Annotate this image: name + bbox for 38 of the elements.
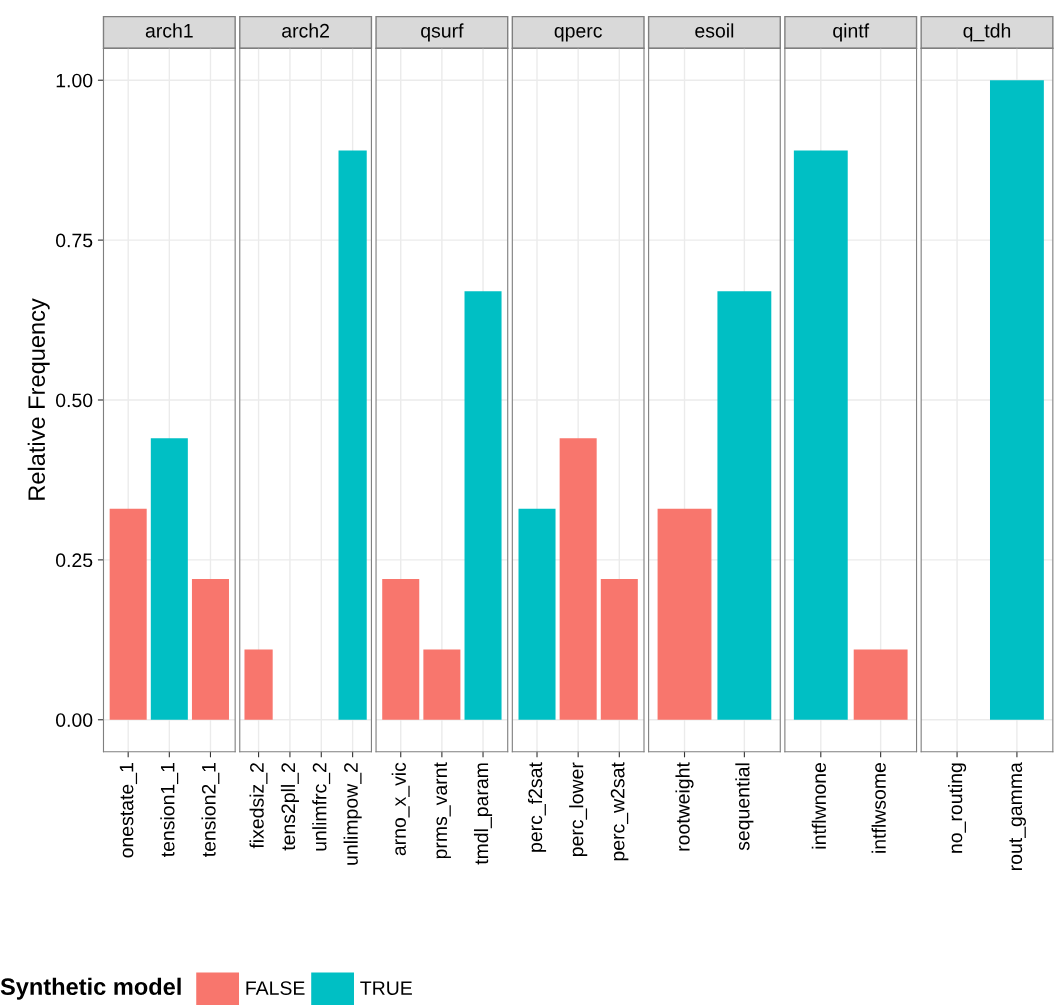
chart-title: qperc xyxy=(554,26,602,42)
x-tick-label: tmdl_param xyxy=(473,763,493,865)
chart-title: q_tdh xyxy=(963,23,1011,42)
y-axis-title: Relative Frequency xyxy=(27,298,50,500)
chart-title: qintf xyxy=(833,23,870,42)
chart-title: esoil xyxy=(695,23,734,38)
y-tick-label: 0.00 xyxy=(55,713,93,727)
x-tick-label: unlimfrc_2 xyxy=(312,763,331,851)
x-tick-label: sequential xyxy=(735,763,754,851)
x-tick-label: onestate_1 xyxy=(119,763,138,858)
x-tick-label: tension1_1 xyxy=(160,763,179,857)
legend-title: Synthetic model xyxy=(0,977,181,1000)
chart-title: qsurf xyxy=(421,23,464,42)
x-tick-label: prms_varnt xyxy=(434,762,451,859)
legend-label: TRUE xyxy=(360,981,412,995)
x-tick-label: intflwnone xyxy=(811,763,827,849)
x-tick-label: fixedsiz_2 xyxy=(249,763,268,849)
y-tick-label: 0.75 xyxy=(55,233,93,248)
x-tick-label: perc_lower xyxy=(569,762,588,856)
y-tick-label: 0.25 xyxy=(55,553,93,568)
y-tick-label: 0.50 xyxy=(55,393,93,408)
x-tick-label: perc_w2sat xyxy=(610,762,629,861)
x-tick-label: unlimpow_2 xyxy=(343,763,362,865)
bar xyxy=(109,508,147,720)
x-tick-label: perc_f2sat xyxy=(527,762,547,852)
x-tick-label: arno_x_vic xyxy=(391,762,410,856)
bar xyxy=(150,438,188,720)
y-tick-label: 1.00 xyxy=(56,73,93,88)
x-tick-label: tens2pll_2 xyxy=(280,763,299,851)
x-tick-label: rout_gamma xyxy=(1009,762,1026,871)
legend-label: FALSE xyxy=(246,981,305,995)
bar xyxy=(191,579,229,720)
x-tick-label: rootweight xyxy=(675,762,694,851)
x-tick-label: no_routing xyxy=(948,763,967,853)
x-tick-label: intflwsome xyxy=(871,763,886,853)
x-tick-label: tension2_1 xyxy=(201,763,220,857)
chart-title: arch2 xyxy=(282,23,329,38)
chart-title: arch1 xyxy=(145,23,193,38)
